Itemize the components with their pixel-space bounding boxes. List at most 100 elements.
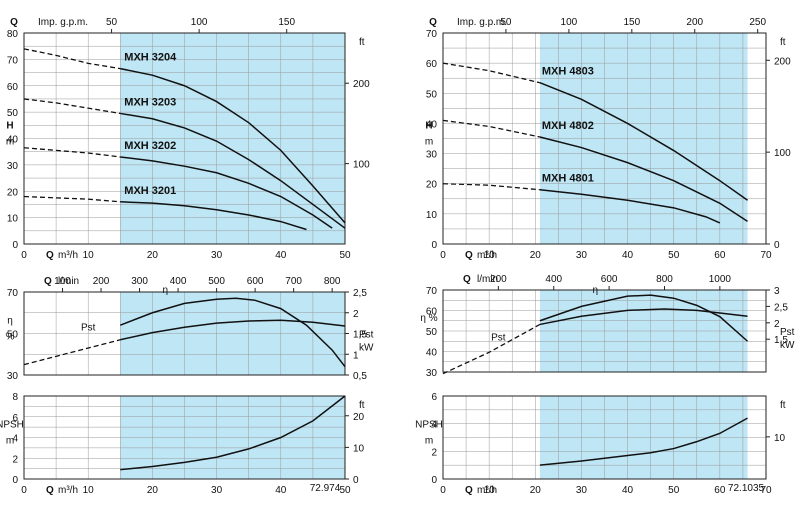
left-npsh-y-axis-label: NPSH: [0, 420, 24, 431]
right-npsh-y-axis-label: m: [425, 436, 433, 447]
right-npsh-right-tick-label: 10: [774, 433, 786, 444]
right-eff-right-tick-label: 1,5: [774, 335, 788, 346]
left-head-top-axis-label: Imp. g.p.m.: [38, 17, 88, 28]
right-eff-series-1-dashed: [442, 323, 541, 375]
right-head-q-label: Q: [465, 250, 473, 261]
right-eff-curve-label: η: [592, 285, 598, 296]
right-head-series-2-line: [539, 188, 721, 224]
left-eff-right-axis-label: kW: [359, 343, 374, 354]
right-eff-top-q-label: Q: [463, 274, 471, 285]
right-head-top-tick-label: 250: [749, 17, 766, 28]
left-npsh-y-tick-label: 6: [12, 413, 18, 424]
left-npsh-x-tick-label: 40: [275, 485, 287, 496]
left-eff-y-axis-label: %: [6, 332, 15, 343]
left-npsh-x-tick-label: 20: [147, 485, 159, 496]
left-head-series-label: MXH 3203: [124, 96, 176, 108]
left-eff-right-tick-label: 0,5: [353, 371, 367, 382]
right-head-series-label: MXH 4801: [542, 173, 594, 185]
right-npsh-x-tick-label: 0: [440, 485, 446, 496]
right-head-y-axis-label: m: [425, 137, 433, 148]
right-eff-series-1-line: [539, 308, 748, 326]
left-head-top-tick-label: 100: [191, 17, 208, 28]
right-head-top-tick-label: 100: [561, 17, 578, 28]
left-eff-series-1-line: [120, 319, 346, 341]
left-npsh-y-tick-label: 4: [12, 434, 18, 445]
left-eff-curve-label: η: [162, 285, 168, 296]
left-npsh-x-tick-label: 50: [339, 485, 351, 496]
left-npsh-figure-code: 72.974: [310, 483, 341, 494]
left-npsh-right-tick-label: 10: [353, 443, 365, 454]
left-eff-top-tick-label: 800: [324, 276, 341, 287]
right-head-right-tick-label: 0: [774, 240, 780, 251]
left-npsh-chart: 01020304050Qm³/h02468NPSHm01020ftft72.97…: [0, 392, 365, 496]
right-npsh-chart: 010203040506070Qm³/h0246NPSHm10ftft72.10…: [415, 392, 786, 496]
right-head-y-tick-label: 20: [426, 180, 438, 191]
left-npsh-y-tick-label: 8: [12, 392, 18, 403]
left-eff-series-0-line: [120, 297, 346, 368]
left-head-series-label: MXH 3201: [124, 185, 176, 197]
right-head-frame: [442, 32, 767, 245]
right-eff-curve-label: Pst: [491, 332, 506, 343]
left-npsh-y-tick-label: 0: [12, 475, 18, 486]
right-eff-right-tick-label: 2,5: [774, 302, 788, 313]
left-head-y-tick-label: 30: [7, 161, 19, 172]
left-head-x-tick-label: 40: [275, 250, 287, 261]
left-head-frame: [23, 32, 346, 245]
left-eff-top-tick-label: 100: [54, 276, 71, 287]
right-head-right-axis-label: ft: [780, 37, 786, 48]
left-eff-right-axis-label: Pst: [359, 330, 374, 341]
left-head-series-label: MXH 3202: [124, 140, 176, 152]
left-eff-right-tick-label: 1: [353, 350, 359, 361]
right-npsh-y-tick-label: 0: [431, 475, 437, 486]
left-npsh-right-tick-label: 20: [353, 412, 365, 423]
left-head-y-tick-label: 60: [7, 82, 19, 93]
left-eff-top-tick-label: 200: [93, 276, 110, 287]
left-eff-top-tick-label: 400: [170, 276, 187, 287]
right-eff-right-axis-label: kW: [780, 340, 795, 351]
right-npsh-y-tick-label: 6: [431, 392, 437, 403]
right-head-x-tick-label: 60: [714, 250, 726, 261]
right-npsh-x-tick-label: 60: [714, 485, 726, 496]
right-eff-top-tick-label: 600: [601, 274, 618, 285]
right-npsh-y-tick-label: 2: [431, 447, 437, 458]
left-head-right-axis-label: ft: [359, 37, 365, 48]
left-npsh-x-tick-label: 0: [21, 485, 27, 496]
left-eff-top-tick-label: 600: [247, 276, 264, 287]
left-head-y-tick-label: 20: [7, 187, 19, 198]
right-head-y-tick-label: 40: [426, 119, 438, 130]
left-head-y-tick-label: 10: [7, 214, 19, 225]
left-head-top-tick-label: 150: [278, 17, 295, 28]
right-head-right-tick-label: 200: [774, 56, 791, 67]
left-head-y-tick-label: 0: [12, 240, 18, 251]
left-eff-top-q-label: Q: [44, 276, 52, 287]
right-head-series-2-dashed: [442, 183, 540, 191]
right-head-x-tick-label: 40: [622, 250, 634, 261]
right-head-x-tick-label: 70: [760, 250, 772, 261]
right-head-top-axis-label: Imp. g.p.m.: [457, 17, 507, 28]
right-npsh-x-tick-label: 20: [530, 485, 542, 496]
right-head-x-tick-label: 10: [484, 250, 496, 261]
right-eff-y-tick-label: 40: [426, 348, 438, 359]
left-eff-y-tick-label: 30: [7, 371, 19, 382]
left-head-y-axis-label: H: [6, 121, 13, 132]
left-eff-top-tick-label: 300: [131, 276, 148, 287]
right-eff-y-tick-label: 70: [426, 286, 438, 297]
left-head-series-2-line: [120, 156, 333, 229]
left-head-x-tick-label: 10: [83, 250, 95, 261]
right-eff-y-axis-label: η %: [420, 313, 437, 324]
left-head-series-3-line: [120, 201, 307, 231]
left-npsh-q-label: Q: [46, 485, 54, 496]
right-npsh-x-unit: m³/h: [477, 485, 497, 496]
right-head-y-tick-label: 60: [426, 59, 438, 70]
right-head-y-tick-label: 0: [431, 240, 437, 251]
right-npsh-x-tick-label: 50: [668, 485, 680, 496]
right-head-series-label: MXH 4803: [542, 66, 594, 78]
left-eff-chart: 30 50 70 η% 100 200 300 400 500 600 700 800 Q l/min 0,…: [6, 276, 374, 382]
left-npsh-y-tick-label: 2: [12, 454, 18, 465]
left-npsh-x-unit: m³/h: [58, 485, 78, 496]
right-npsh-frame: [442, 395, 767, 480]
right-eff-top-tick-label: 800: [656, 274, 673, 285]
right-eff-top-tick-label: 1000: [709, 274, 732, 285]
